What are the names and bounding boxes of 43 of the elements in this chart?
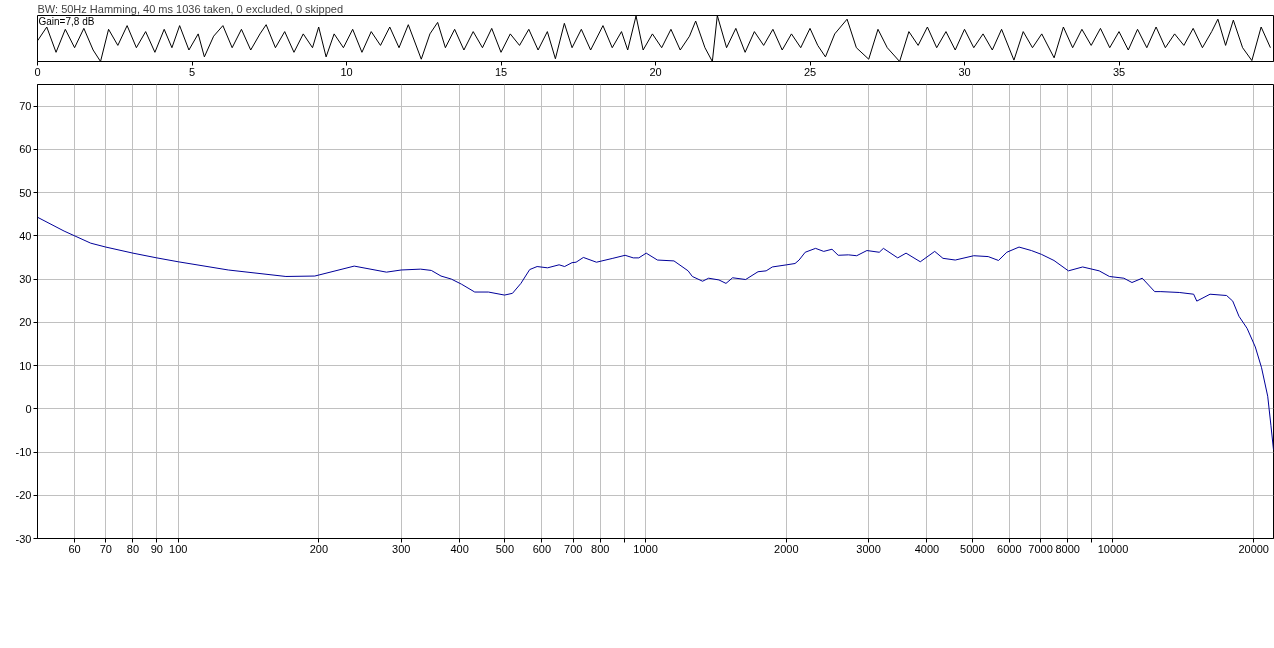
x-tick-label: 400 — [450, 542, 469, 555]
x-tick-label: 35 — [1112, 65, 1126, 78]
x-tick-label: 90 — [150, 542, 163, 555]
x-tick-label: 800 — [591, 542, 610, 555]
y-tick-label: 60 — [19, 143, 32, 156]
x-tick-label: 60 — [68, 542, 81, 555]
x-tick-label: 700 — [564, 542, 583, 555]
x-tick-label: 200 — [309, 542, 329, 555]
x-tick-label: 100 — [169, 542, 188, 555]
x-tick-label: 30 — [958, 65, 971, 78]
y-tick-label: 0 — [25, 402, 32, 415]
x-tick-label: 2000 — [774, 542, 799, 555]
y-tick-label: -30 — [15, 532, 32, 545]
y-tick-label: 10 — [19, 359, 32, 372]
x-tick-label: 20000 — [1238, 542, 1269, 555]
x-tick-label: 7000 — [1028, 542, 1053, 555]
x-tick-label: 300 — [392, 542, 411, 555]
x-tick-label: 15 — [494, 65, 508, 78]
x-tick-label: 600 — [532, 542, 552, 555]
x-tick-label: 5000 — [960, 542, 985, 555]
x-tick-label: 0 — [34, 65, 41, 78]
x-tick-label: 6000 — [997, 542, 1022, 555]
x-tick-label: 3000 — [856, 542, 881, 555]
x-tick-label: 10 — [340, 65, 353, 78]
x-tick-label: 80 — [126, 542, 140, 555]
y-tick-label: 30 — [19, 273, 32, 286]
y-tick-label: -20 — [15, 489, 32, 502]
x-tick-label: 10000 — [1097, 542, 1129, 555]
x-tick-label: 4000 — [914, 542, 940, 555]
y-tick-label: 50 — [19, 186, 32, 199]
x-tick-label: 70 — [99, 542, 112, 555]
x-tick-label: 1000 — [633, 542, 658, 555]
x-tick-label: 500 — [495, 542, 515, 555]
y-tick-label: -10 — [15, 446, 32, 459]
annotation: Gain=7,8 dB — [38, 15, 95, 27]
x-tick-label: 25 — [803, 65, 817, 78]
chart-title: BW: 50Hz Hamming, 40 ms 1036 taken, 0 excluded, 0 skipped — [37, 3, 344, 15]
x-tick-label: 5 — [188, 65, 196, 78]
x-tick-label: 8000 — [1055, 542, 1080, 555]
x-tick-label: 20 — [649, 65, 662, 78]
y-tick-label: 70 — [19, 100, 32, 113]
y-tick-label: 40 — [19, 229, 32, 242]
y-tick-label: 20 — [19, 316, 32, 329]
